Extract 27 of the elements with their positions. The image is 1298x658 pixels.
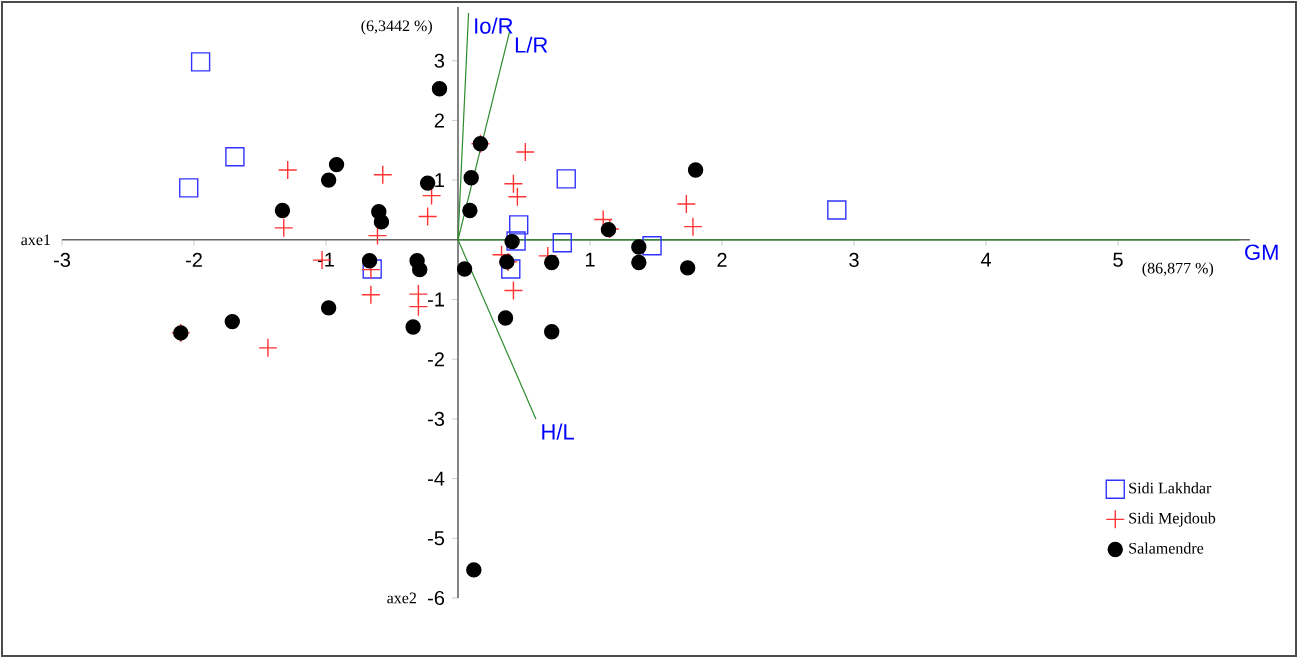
y-tick-label: -4 [428, 471, 445, 486]
y-tick-label: -3 [428, 411, 445, 426]
series-label: L/R [515, 36, 548, 53]
y-tick-label: 3 [434, 53, 445, 68]
y-tick-label: 2 [434, 113, 444, 128]
x-tick-label: 2 [717, 252, 727, 267]
y-tick-label: -2 [428, 352, 444, 367]
legend-label: Salamendre [1129, 542, 1204, 554]
y-tick-label: -5 [428, 531, 445, 546]
legend-label: Sidi Lakhdar [1129, 482, 1212, 494]
y-tick-label: 1 [435, 173, 444, 187]
annotation: (6,3442 %) [361, 19, 432, 35]
legend-label: Sidi Mejdoub [1129, 512, 1216, 527]
x-tick-label: 3 [849, 252, 859, 268]
x-tick-label: 1 [585, 252, 595, 267]
series-label: Io/R [475, 17, 513, 34]
y-tick-label: -6 [428, 590, 445, 606]
x-tick-label: -3 [53, 252, 71, 268]
series-label: H/L [542, 423, 574, 440]
x-tick-label: 5 [1113, 252, 1123, 267]
x-axis-title: axe1 [21, 234, 50, 246]
y-tick-label: -1 [428, 292, 444, 307]
annotation: (86,877 %) [1142, 262, 1214, 277]
y-axis-title: axe2 [387, 592, 417, 604]
series-label: GM [1245, 244, 1278, 260]
x-tick-label: 4 [980, 252, 991, 267]
x-tick-label: -2 [185, 252, 202, 267]
